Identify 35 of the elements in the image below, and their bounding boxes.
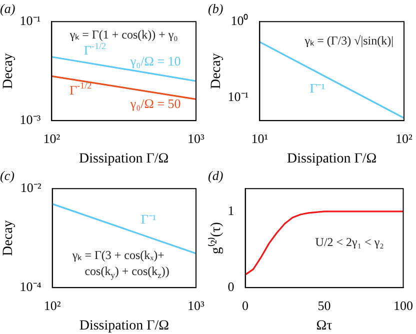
annotation: Γ⁻¹ xyxy=(310,80,326,96)
annotation: γₖ = Γ(1 + cos(k)) + γ₀ xyxy=(68,28,178,42)
chart-title: (a) xyxy=(0,1,16,16)
y-tick-label: 10⁰ xyxy=(230,13,249,28)
x-tick-label: 10³ xyxy=(188,298,205,313)
x-axis-title: Dissipation Γ/Ω xyxy=(79,318,169,334)
chart-title: (b) xyxy=(208,1,224,16)
x-axis-title: Dissipation Γ/Ω xyxy=(287,151,377,166)
chart-title: (c) xyxy=(0,168,14,184)
y-axis-title: Decay xyxy=(1,53,16,89)
y-tick-label: 10⁻¹ xyxy=(228,89,249,104)
series-label: γ₀/Ω = 50 xyxy=(129,96,181,112)
y-tick-label: 10⁻³ xyxy=(20,112,41,128)
series-label: γ₀/Ω = 10 xyxy=(129,54,181,69)
y-axis-title: Decay xyxy=(209,53,224,89)
y-tick-label: 10⁻¹ xyxy=(20,13,41,28)
x-tick-label: 50 xyxy=(318,298,331,313)
y-tick-label: 1 xyxy=(228,202,234,218)
y-tick-label: 10⁻⁴ xyxy=(20,279,42,294)
x-tick-label: 10² xyxy=(396,130,413,146)
y-axis-title: Decay xyxy=(1,220,16,256)
annotation: U/2 < 2γ₁ < γ₂ xyxy=(315,235,384,250)
annotation: γₖ = Γ(3 + cos(kₓ)+ xyxy=(71,248,165,262)
chart-title: (d) xyxy=(208,168,224,184)
x-tick-label: 100 xyxy=(394,298,413,313)
x-tick-label: 10² xyxy=(43,130,60,146)
y-tick-label: 10⁻² xyxy=(20,180,42,196)
x-axis-title: Dissipation Γ/Ω xyxy=(79,151,169,166)
annotation: Γ⁻¹ xyxy=(140,212,156,227)
annotation: γₖ = (Γ/3) √|sin(k)| xyxy=(304,34,394,48)
x-axis-title: Ωτ xyxy=(316,318,333,334)
x-tick-label: 10¹ xyxy=(251,130,268,146)
x-tick-label: 10³ xyxy=(188,130,205,146)
y-tick-label: 0 xyxy=(228,279,234,294)
x-tick-label: 10² xyxy=(44,298,61,313)
